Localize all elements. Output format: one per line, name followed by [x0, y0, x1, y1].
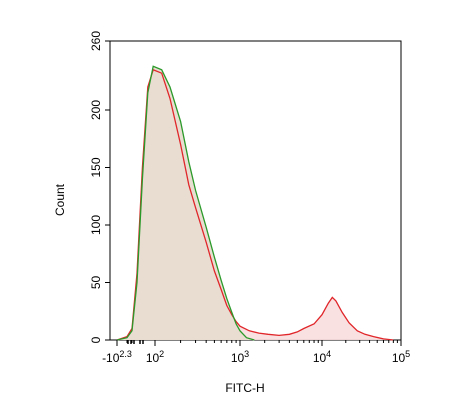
y-tick-label: 100 — [89, 215, 103, 235]
x-tick-label: 102 — [146, 349, 164, 365]
y-tick-label: 0 — [89, 336, 103, 343]
y-tick-label: 200 — [89, 100, 103, 120]
x-tick-label: 104 — [313, 349, 331, 365]
x-axis-ticks: -102.3 102 103 104 105 — [102, 340, 410, 365]
series-area-1 — [117, 66, 255, 341]
y-axis-label: Count — [53, 183, 67, 216]
y-tick-label: 150 — [89, 157, 103, 177]
x-axis-label: FITC-H — [225, 381, 264, 395]
histogram-areas — [117, 66, 394, 341]
series-line-0 — [116, 68, 394, 341]
x-tick-label: 105 — [392, 349, 410, 365]
x-tick-label: 103 — [231, 349, 249, 365]
histogram-lines — [116, 65, 394, 341]
x-tick-label: -102.3 — [102, 349, 132, 365]
y-tick-label: 260 — [89, 31, 103, 51]
series-line-1 — [116, 65, 255, 341]
y-tick-label: 50 — [89, 276, 103, 290]
y-axis-ticks: 0 50 100 150 200 260 — [89, 31, 110, 343]
